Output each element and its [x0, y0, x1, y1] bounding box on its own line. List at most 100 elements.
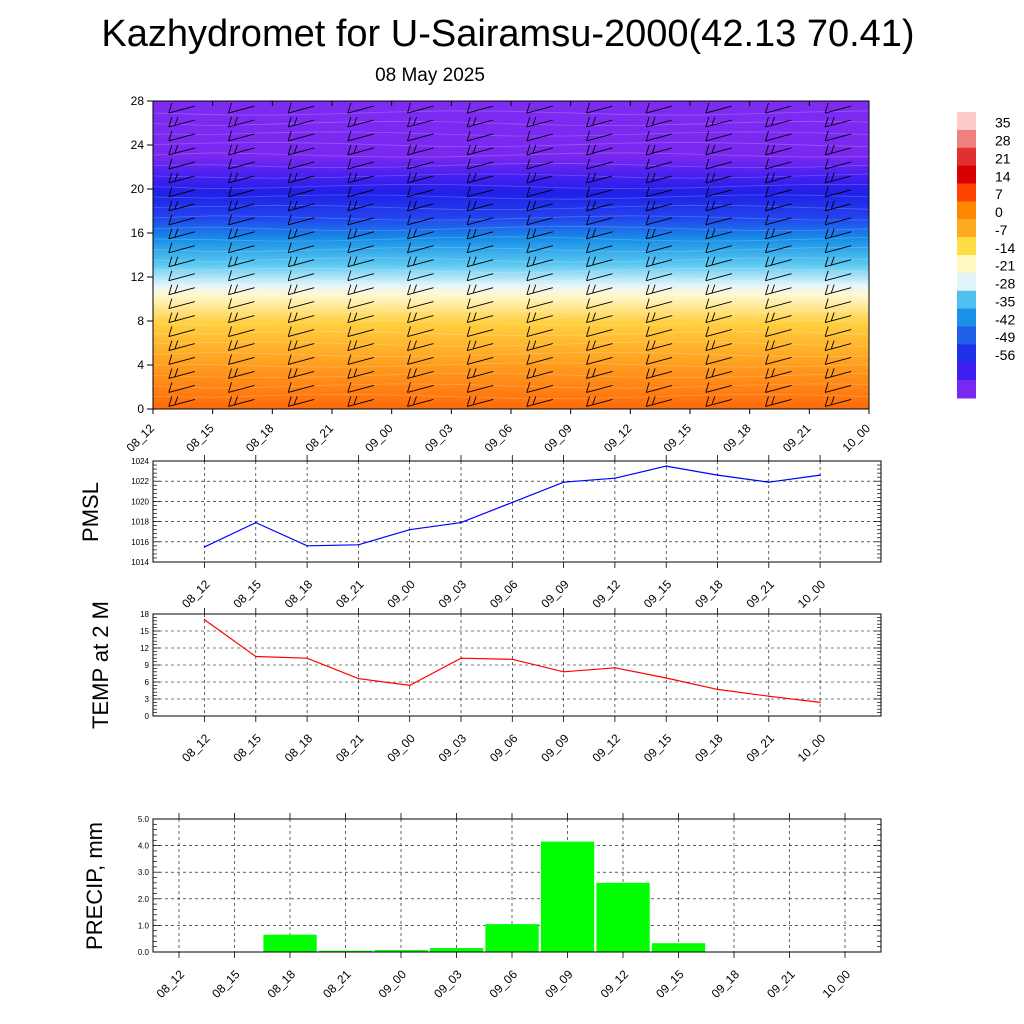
wind-barb-shaft — [407, 301, 434, 310]
wind-barb — [287, 116, 315, 128]
wind-barb-shaft — [168, 147, 195, 156]
temp-point — [716, 688, 719, 691]
wind-barb-shaft — [288, 357, 315, 365]
wind-barb — [765, 312, 792, 324]
x-tick-label: 09_09 — [538, 731, 572, 765]
wind-barb — [705, 270, 732, 282]
wind-barb — [586, 340, 613, 351]
wind-barb-flag — [824, 326, 829, 337]
pmsl-point — [511, 501, 514, 504]
wind-barb-shaft — [705, 343, 732, 351]
wind-barb — [705, 228, 732, 240]
wind-barb-flag — [228, 242, 232, 253]
wind-barb-flag — [228, 270, 232, 281]
wind-barb — [705, 186, 732, 198]
wind-barb-flag — [234, 368, 238, 378]
wind-barb-flag — [228, 312, 232, 323]
wind-barb-flag — [168, 200, 173, 211]
wind-barb-flag — [765, 368, 769, 379]
wind-barb-flag — [347, 312, 352, 323]
wind-barb-shaft — [347, 343, 374, 351]
wind-barb — [705, 242, 732, 254]
wind-barb — [347, 340, 374, 351]
wind-barb-flag — [347, 144, 352, 156]
wind-barb-shaft — [288, 147, 315, 156]
wind-barb-flag — [466, 144, 471, 156]
precip-bar — [374, 950, 428, 952]
colorbar-label: -28 — [995, 276, 1015, 292]
wind-barb-flag — [830, 172, 835, 182]
wind-barb-shaft — [765, 133, 792, 142]
wind-barb — [526, 144, 553, 156]
wind-barb-flag — [771, 256, 775, 266]
wind-barb-flag — [586, 326, 590, 337]
wind-barb — [765, 382, 792, 393]
wind-barb-flag — [407, 172, 411, 184]
wind-barb-shaft — [407, 147, 434, 156]
wind-barb-shaft — [228, 147, 255, 156]
wind-barb-flag — [645, 144, 650, 156]
wind-barb-flag — [347, 368, 352, 379]
wind-barb-flag — [705, 354, 710, 365]
wind-barb — [824, 340, 852, 351]
wind-barb-flag — [824, 130, 829, 142]
contour-line — [152, 351, 870, 358]
wind-barb — [228, 172, 255, 184]
wind-barb — [347, 158, 374, 170]
wind-barb-flag — [526, 368, 531, 379]
wind-barb-flag — [645, 312, 650, 323]
temp-point — [357, 677, 360, 680]
wind-barb — [466, 242, 494, 254]
wind-barb-flag — [526, 284, 531, 295]
x-tick-label: 09_18 — [692, 731, 726, 765]
y-tick-label: 1.0 — [138, 921, 150, 930]
wind-barb-shaft — [825, 301, 852, 310]
wind-barb — [645, 102, 673, 114]
wind-barb-flag — [592, 200, 596, 210]
wind-barb — [645, 326, 673, 337]
wind-barb — [168, 130, 195, 142]
wind-barb-shaft — [825, 147, 852, 156]
wind-barb-flag — [645, 228, 650, 239]
wind-barb-flag — [765, 284, 769, 295]
wind-barb-flag — [586, 256, 590, 267]
wind-barb-flag — [526, 102, 531, 114]
wind-barb-shaft — [586, 343, 613, 351]
contour-line — [152, 152, 870, 158]
wind-barb — [586, 242, 613, 254]
x-tick-label: 09_03 — [436, 731, 470, 765]
wind-barb-shaft — [825, 231, 852, 240]
wind-barb-shaft — [288, 231, 315, 240]
wind-barb-shaft — [347, 189, 374, 198]
colorbar-label: -49 — [995, 329, 1015, 345]
wind-barb — [347, 256, 374, 268]
contour-line — [152, 320, 870, 326]
contour-line — [152, 173, 870, 179]
wind-barb — [526, 158, 553, 170]
wind-barb-shaft — [526, 147, 553, 156]
wind-barb — [347, 284, 374, 296]
wind-barb-shaft — [526, 343, 553, 351]
wind-barb — [586, 256, 613, 268]
wind-barb-shaft — [288, 119, 315, 128]
wind-barb-shaft — [586, 175, 613, 184]
wind-barb — [824, 214, 852, 226]
wind-barb-shaft — [347, 329, 374, 337]
x-tick-label: 09_00 — [362, 421, 396, 455]
wind-barb-flag — [168, 186, 173, 197]
wind-barb — [168, 270, 195, 282]
wind-barb-flag — [407, 242, 411, 253]
wind-barb-flag — [407, 270, 411, 281]
wind-barb-flag — [228, 396, 232, 407]
wind-barb-shaft — [825, 273, 852, 282]
wind-barb-flag — [824, 158, 829, 170]
colorbar-swatch — [957, 165, 976, 184]
wind-barb-flag — [466, 130, 471, 142]
colorbar-swatch — [957, 362, 976, 381]
wind-barb — [228, 228, 255, 240]
wind-barb — [228, 368, 255, 379]
wind-barb-shaft — [825, 119, 852, 128]
wind-barb-flag — [347, 354, 352, 365]
wind-barb-shaft — [467, 315, 494, 324]
wind-barb — [347, 172, 374, 184]
